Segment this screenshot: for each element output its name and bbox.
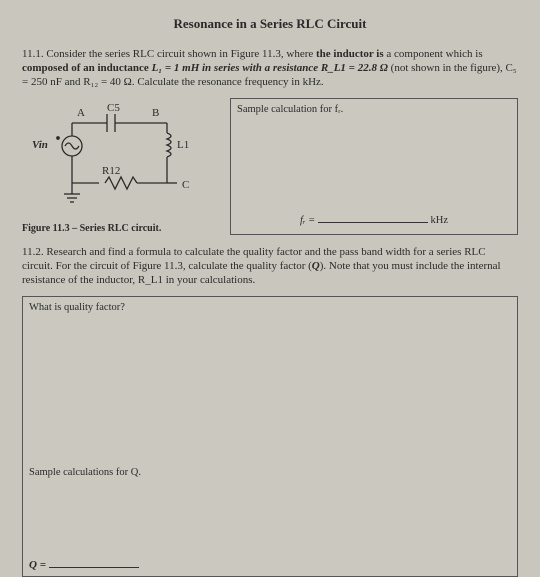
page-title: Resonance in a Series RLC Circuit: [22, 16, 518, 33]
fr-symbol: fᵣ =: [300, 215, 315, 226]
fr-result-line: fᵣ = kHz: [231, 213, 517, 228]
circuit-column: A B C5 L1 R12 C Vin Figure 11.3 – Series…: [22, 98, 222, 235]
label-A: A: [77, 107, 85, 119]
label-C5: C5: [107, 102, 120, 114]
qf-workspace: [29, 316, 511, 466]
problem-text-1b: the inductor is: [316, 48, 384, 60]
label-Vin: Vin: [32, 139, 48, 151]
calc-header: Sample calculation for fᵣ.: [237, 103, 511, 117]
q-blank: [49, 558, 139, 568]
problem-text-2c: (not shown in the: [388, 62, 470, 74]
problem-text-1a: Consider the series RLC circuit shown in…: [46, 48, 316, 60]
label-B: B: [152, 107, 159, 119]
q-var: Q: [312, 260, 320, 272]
problem-text-1c: a component which is: [384, 48, 483, 60]
sc-header: Sample calculations for Q.: [29, 466, 511, 480]
problem-text-2a: composed of an inductance: [22, 62, 152, 74]
quality-factor-box: What is quality factor? Sample calculati…: [22, 296, 518, 577]
circuit-and-calc-row: A B C5 L1 R12 C Vin Figure 11.3 – Series…: [22, 98, 518, 235]
sample-calc-fr-box: Sample calculation for fᵣ. fᵣ = kHz: [230, 98, 518, 235]
fr-blank: [318, 213, 428, 223]
qf-header: What is quality factor?: [29, 301, 511, 315]
q-result: Q =: [29, 558, 511, 572]
sc-workspace: [29, 482, 511, 558]
problem-number-2: 11.2.: [22, 246, 44, 258]
problem-text-2b: L₁ = 1 mH in series with a resistance R_…: [152, 62, 388, 74]
problem-11-2: 11.2. Research and find a formula to cal…: [22, 245, 518, 288]
label-L1: L1: [177, 139, 189, 151]
circuit-diagram: A B C5 L1 R12 C Vin: [22, 98, 222, 218]
problem-number: 11.1.: [22, 48, 44, 60]
figure-caption: Figure 11.3 – Series RLC circuit.: [22, 222, 222, 235]
label-R12: R12: [102, 165, 120, 177]
label-C: C: [182, 179, 189, 191]
fr-unit: kHz: [430, 215, 448, 226]
problem-11-1: 11.1. Consider the series RLC circuit sh…: [22, 47, 518, 90]
